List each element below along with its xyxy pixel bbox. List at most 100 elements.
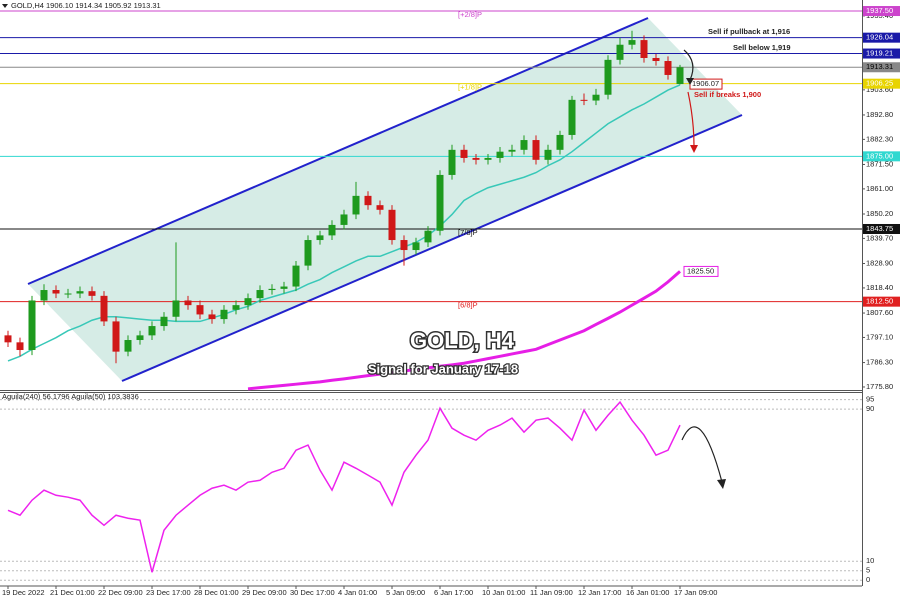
level-label-box [863,62,900,73]
indicator-line [7,400,681,573]
y-tick-label: 1786.30 [866,358,893,367]
candle-body [136,335,144,341]
candle-body [220,309,228,320]
level-label-box [863,32,900,43]
candle-body [52,290,60,294]
arrow-head [717,479,726,489]
candle-body [436,174,444,231]
level-label: 1906.25 [866,79,893,88]
candle-body [508,149,516,152]
arrow [681,426,723,483]
level-tag: [6/8]P [458,301,478,310]
x-tick-label: 12 Jan 17:00 [578,588,621,597]
arrow [687,91,695,147]
x-tick-label: 4 Jan 01:00 [338,588,377,597]
candle-body [172,300,180,317]
annotation: Sell if pullback at 1,916 [708,27,790,36]
x-tick-label: 6 Jan 17:00 [434,588,473,597]
candle-body [484,157,492,160]
chart-title: GOLD, H4 [410,328,515,353]
candle-body [280,286,288,289]
candle-body [556,134,564,150]
candle-body [304,240,312,266]
candle-body [268,288,276,291]
plot: 1935.401903.601892.801882.301871.501861.… [0,6,900,597]
candle-body [160,316,168,327]
level-tag: [+1/8]P [458,83,482,92]
candle-body [184,300,192,306]
candle-body [4,335,12,343]
candle-body [64,293,72,295]
candle-body [616,44,624,60]
moving-average [7,84,681,362]
candle-body [244,298,252,306]
x-tick-label: 16 Jan 01:00 [626,588,669,597]
candle-body [292,265,300,287]
candle-body [148,326,156,336]
candle-body [88,291,96,296]
candle-body [532,140,540,160]
candle-body [664,61,672,75]
level-tag: [+2/8]P [458,10,482,19]
candle-body [256,290,264,299]
candle-body [580,99,588,101]
arrow-head [690,145,698,153]
candle-body [16,342,24,351]
level-label: 1926.04 [866,33,893,42]
candle-body [124,340,132,352]
candle-body [520,140,528,150]
candle-body [496,151,504,158]
candle-body [640,40,648,58]
y-tick-label: 1903.60 [866,85,893,94]
candle-body [208,314,216,320]
candle-body [412,242,420,251]
level-label: 1875.00 [866,151,893,160]
header: GOLD,H4 1906.10 1914.34 1905.92 1913.31 [11,1,161,10]
ma-label: 1825.50 [687,266,714,275]
candle-body [652,57,660,62]
menu-icon [2,4,8,8]
channel-lower [121,114,743,382]
candle-body [544,149,552,160]
chart-subtitle: Signal for January 17-18 [368,361,518,376]
x-tick-label: 28 Dec 01:00 [194,588,239,597]
candle-body [352,195,360,215]
candle-body [328,224,336,236]
y-tick-label: 1818.40 [866,283,893,292]
x-tick-label: 29 Dec 09:00 [242,588,287,597]
candle-body [40,290,48,301]
y-tick-label: 1892.80 [866,110,893,119]
level-label-box [863,296,900,307]
candle-body [388,209,396,241]
y-tick-label: 1871.50 [866,159,893,168]
level-label: 1919.21 [866,49,893,58]
channel-upper [27,17,649,285]
indicator-label: Aguila(240) 56.1796 Aguila(50) 103.3836 [2,392,139,401]
y-tick-label: 10 [866,556,874,565]
y-tick-label: 1807.60 [866,308,893,317]
ma-label-box [683,265,719,277]
x-tick-label: 5 Jan 09:00 [386,588,425,597]
y-tick-label: 1797.10 [866,332,893,341]
moving-average [247,270,681,391]
level-label-box [863,223,900,234]
x-tick-label: 22 Dec 09:00 [98,588,143,597]
candle-body [604,59,612,95]
candle-body [76,291,84,294]
candle-body [340,214,348,225]
y-tick-label: 90 [866,404,874,413]
level-tag: [7/8]P [458,228,478,237]
arrow [683,49,694,81]
level-label-box [863,151,900,162]
y-tick-label: 1850.20 [866,209,893,218]
level-label: 1812.50 [866,297,893,306]
candle-body [424,230,432,243]
x-tick-label: 19 Dec 2022 [2,588,45,597]
y-tick-label: 1839.70 [866,233,893,242]
candle-body [628,40,636,45]
y-tick-label: 95 [866,395,874,404]
level-label-box [863,78,900,89]
x-tick-label: 30 Dec 17:00 [290,588,335,597]
candle-body [316,235,324,241]
y-tick-label: 1861.00 [866,184,893,193]
